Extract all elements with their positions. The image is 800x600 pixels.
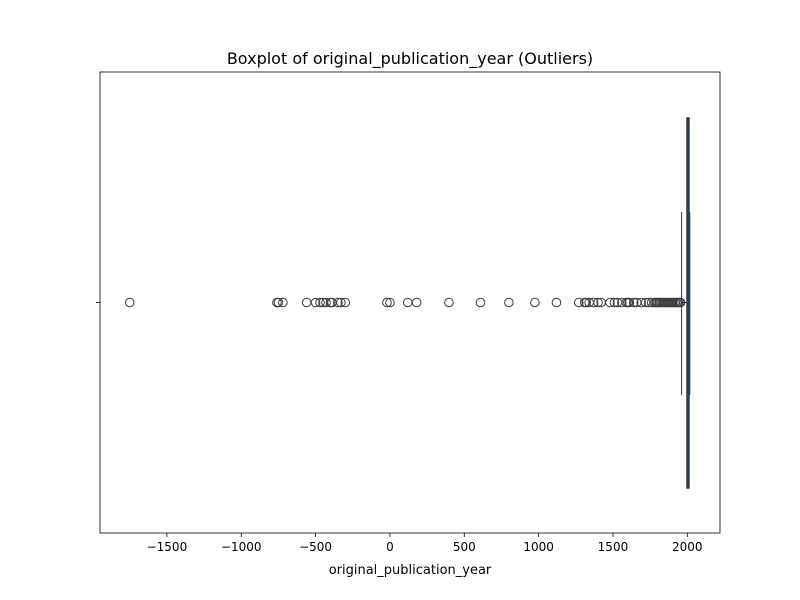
outlier-point [573, 297, 584, 308]
outlier-point [278, 297, 288, 308]
outlier-point [588, 297, 599, 308]
outlier-point [310, 297, 321, 308]
outlier-point [475, 297, 486, 308]
outlier-point [273, 297, 284, 308]
outlier-point [504, 297, 514, 308]
x-tick-label: 1500 [598, 540, 629, 554]
x-tick-label: −500 [299, 540, 332, 554]
outlier-point [321, 297, 331, 308]
outlier-point [340, 297, 351, 308]
outlier-point [593, 297, 603, 308]
outlier-point [530, 297, 540, 308]
x-tick-label: 1000 [523, 540, 554, 554]
outlier-point [609, 297, 620, 308]
outlier-point [551, 297, 562, 308]
box-and-whiskers [681, 117, 691, 489]
x-tick-label: 2000 [672, 540, 703, 554]
outlier-point [628, 297, 639, 308]
x-tick-label: 0 [386, 540, 394, 554]
x-tick-label: −1500 [147, 540, 188, 554]
x-tick-label: −1000 [221, 540, 262, 554]
outlier-point [624, 297, 635, 308]
outlier-point [336, 297, 346, 308]
outlier-point [617, 297, 627, 308]
x-axis-ticks: −1500 −1000 −500 0 500 1000 1500 2000 [147, 533, 703, 554]
outlier-point [315, 297, 325, 308]
outlier-points [124, 297, 686, 308]
outlier-point [301, 297, 312, 308]
plot-frame [99, 71, 721, 534]
outlier-point [636, 297, 646, 308]
outlier-point [402, 297, 413, 308]
outlier-point [385, 297, 395, 308]
outlier-point [605, 297, 615, 308]
x-axis-label: original_publication_year [329, 563, 492, 578]
outlier-point [382, 297, 392, 308]
outlier-point [124, 297, 135, 308]
outlier-point [411, 297, 422, 308]
outlier-point [444, 297, 454, 308]
chart-title: Boxplot of original_publication_year (Ou… [227, 49, 593, 69]
x-tick-label: 500 [453, 540, 476, 554]
outlier-point [333, 297, 343, 308]
outlier-point [581, 297, 591, 308]
